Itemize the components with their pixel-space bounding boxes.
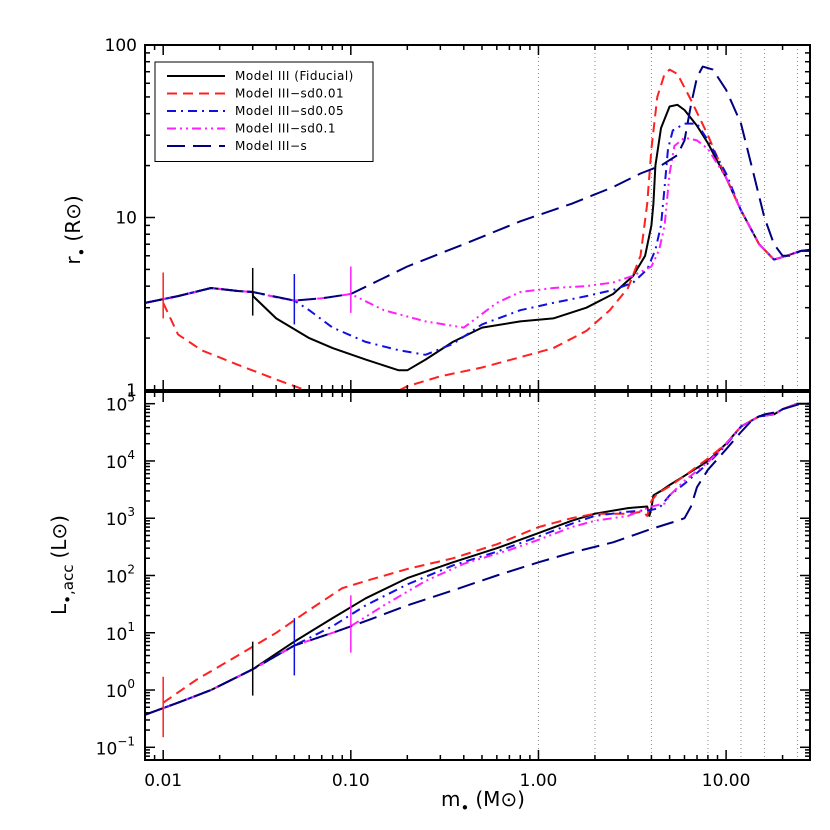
top-series-group bbox=[145, 65, 810, 390]
top-series-line-1 bbox=[162, 68, 802, 390]
x-tick-label: 10.00 bbox=[702, 771, 751, 791]
bottom-y-label-unit: (L⊙) bbox=[47, 515, 71, 559]
top-y-label-main: r bbox=[61, 256, 85, 265]
bottom-y-tick-label: 103 bbox=[106, 505, 135, 530]
bot-series-line-4 bbox=[145, 402, 810, 716]
legend: Model III (Fiducial) Model III−sd0.01 Mode… bbox=[154, 61, 374, 162]
bottom-y-tick-label: 101 bbox=[106, 620, 135, 645]
top-axis-ticks: 1 10 100 bbox=[105, 36, 810, 401]
x-label-unit: (M⊙) bbox=[475, 787, 525, 811]
x-tick-label: 0.10 bbox=[332, 771, 370, 791]
legend-label-3: Model III−sd0.1 bbox=[235, 122, 336, 136]
top-y-axis-label: r• (R⊙) bbox=[61, 195, 91, 264]
top-y-label-sub: • bbox=[73, 248, 91, 257]
legend-label-0: Model III (Fiducial) bbox=[235, 69, 354, 83]
bottom-y-tick-label: 105 bbox=[106, 391, 135, 416]
legend-label-4: Model III−s bbox=[235, 139, 307, 153]
x-label-main: m bbox=[441, 787, 460, 811]
bottom-y-axis-label: L•,acc (L⊙) bbox=[47, 515, 77, 615]
bottom-y-tick-label: 104 bbox=[106, 448, 135, 473]
bottom-markers bbox=[162, 595, 352, 738]
bottom-y-label-sub: •,acc bbox=[59, 565, 77, 604]
x-label-sub: • bbox=[461, 799, 470, 817]
top-y-label-unit: (R⊙) bbox=[61, 195, 85, 241]
top-y-tick-label: 100 bbox=[105, 36, 137, 56]
x-tick-label: 0.01 bbox=[144, 771, 182, 791]
bot-series-line-2 bbox=[145, 402, 798, 716]
bottom-y-tick-label: 102 bbox=[106, 562, 135, 587]
top-series-line-4 bbox=[145, 65, 810, 304]
bottom-series-group bbox=[145, 402, 810, 716]
bottom-y-tick-label: 100 bbox=[106, 677, 135, 702]
legend-label-1: Model III−sd0.01 bbox=[235, 87, 344, 101]
top-y-tick-label: 1 bbox=[126, 381, 137, 401]
x-tick-label: 1.00 bbox=[520, 771, 558, 791]
bottom-y-tick-label: 10−1 bbox=[96, 734, 135, 759]
bottom-axis-ticks: 10−1 100 101 102 103 104 105 0.01 0.10 1.00 10.00 bbox=[96, 391, 810, 791]
bot-series-line-3 bbox=[145, 402, 798, 716]
bottom-y-label-main: L bbox=[47, 603, 71, 615]
x-axis-label: m• (M⊙) bbox=[441, 787, 525, 817]
legend-label-2: Model III−sd0.05 bbox=[235, 104, 344, 118]
top-y-tick-label: 10 bbox=[115, 209, 137, 229]
top-markers bbox=[162, 266, 352, 325]
bottom-vertical-gridlines bbox=[537, 392, 798, 760]
